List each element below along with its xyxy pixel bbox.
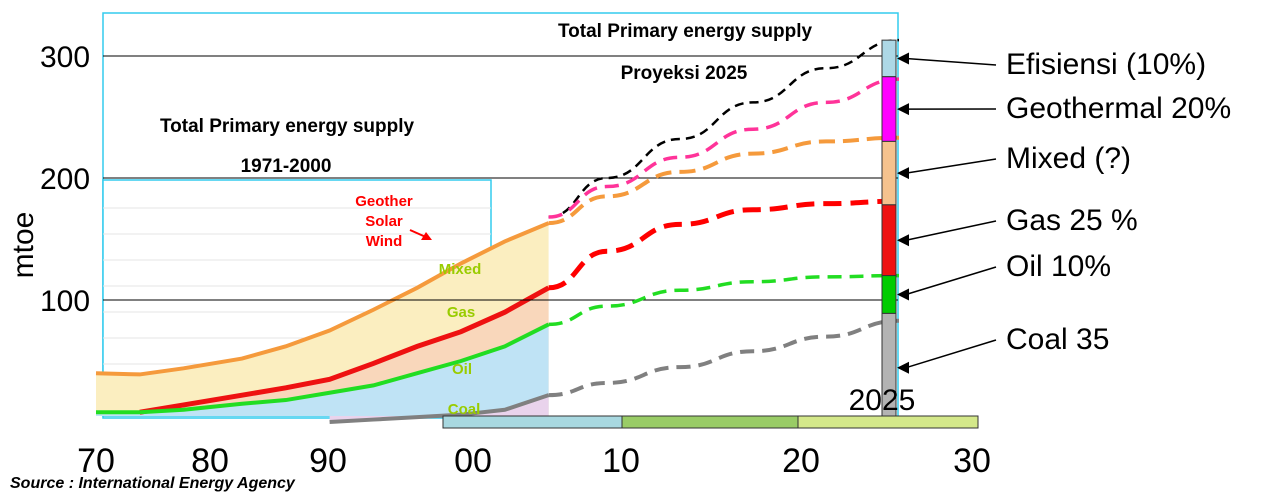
- label-oil: Oil: [452, 361, 472, 378]
- projection-lines: [548, 38, 900, 398]
- timeline-segment: [797, 415, 979, 429]
- mix-arrow: [905, 158, 997, 174]
- mix-arrow-head: [897, 52, 909, 65]
- x-tick-30: 30: [953, 442, 991, 480]
- mix-bar-segment: [881, 275, 897, 314]
- label-coal: Coal: [448, 401, 481, 418]
- y-axis-label: mtoe: [7, 212, 40, 279]
- mix-arrow: [905, 57, 997, 66]
- title-projection: Proyeksi 2025: [621, 63, 748, 84]
- label-mixed: Mixed: [439, 261, 482, 278]
- projection-line: [548, 273, 900, 327]
- mix-arrow: [905, 220, 997, 241]
- mix-bar-segment: [881, 76, 897, 142]
- label-geother: Geother: [355, 193, 413, 210]
- title-history-period: 1971-2000: [241, 156, 332, 177]
- projection-line: [548, 38, 900, 219]
- history-areas: [95, 221, 550, 424]
- timeline-bar: [442, 415, 979, 429]
- wind-arrow-head: [421, 232, 432, 240]
- mix-2025-bar: [881, 39, 897, 423]
- mix-label: Mixed (?): [1006, 142, 1131, 175]
- source-note: Source : International Energy Agency: [10, 475, 296, 492]
- x-tick-90: 90: [309, 442, 347, 480]
- mix-2025-labels: Efisiensi (10%) Geothermal 20% Mixed (?) Ga…: [897, 48, 1231, 374]
- projection-line: [548, 77, 900, 219]
- y-tick-200: 200: [40, 163, 90, 196]
- x-tick-80: 80: [191, 442, 229, 480]
- label-gas: Gas: [447, 304, 475, 321]
- mix-label: Gas 25 %: [1006, 204, 1138, 237]
- mix-arrow: [905, 339, 997, 369]
- mix-bar-segment: [881, 204, 897, 277]
- y-tick-100: 100: [40, 285, 90, 318]
- mix-arrow-head: [897, 167, 909, 180]
- mix-arrow-head: [897, 103, 909, 116]
- x-tick-70: 70: [77, 442, 115, 480]
- mix-arrow-head: [897, 288, 909, 301]
- area-oil: [96, 324, 549, 416]
- title-history: Total Primary energy supply: [160, 116, 415, 137]
- area-coal: [329, 395, 549, 422]
- mix-label: Geothermal 20%: [1006, 92, 1231, 125]
- y-tick-300: 300: [40, 41, 90, 74]
- line-total: [95, 221, 550, 377]
- mix-label: Efisiensi (10%): [1006, 48, 1206, 81]
- year-2025-label: 2025: [849, 384, 916, 417]
- mix-arrow: [905, 266, 997, 296]
- line-gas: [139, 285, 550, 415]
- projection-line: [548, 198, 900, 291]
- line-oil: [96, 322, 550, 415]
- label-wind: Wind: [366, 233, 403, 250]
- line-coal: [329, 393, 550, 424]
- x-tick-00: 00: [454, 442, 492, 480]
- label-solar: Solar: [365, 213, 403, 230]
- mix-arrow-head: [897, 234, 909, 247]
- mix-bar-segment: [881, 140, 897, 206]
- timeline-segment: [621, 415, 799, 429]
- mix-arrow-head: [897, 361, 909, 374]
- mix-label: Coal 35: [1006, 323, 1109, 356]
- x-tick-20: 20: [782, 442, 820, 480]
- projection-line: [548, 318, 900, 398]
- projection-line: [548, 135, 900, 226]
- mix-label: Oil 10%: [1006, 250, 1111, 283]
- mix-bar-segment: [881, 39, 897, 78]
- title-top: Total Primary energy supply: [558, 21, 813, 42]
- x-tick-10: 10: [602, 442, 640, 480]
